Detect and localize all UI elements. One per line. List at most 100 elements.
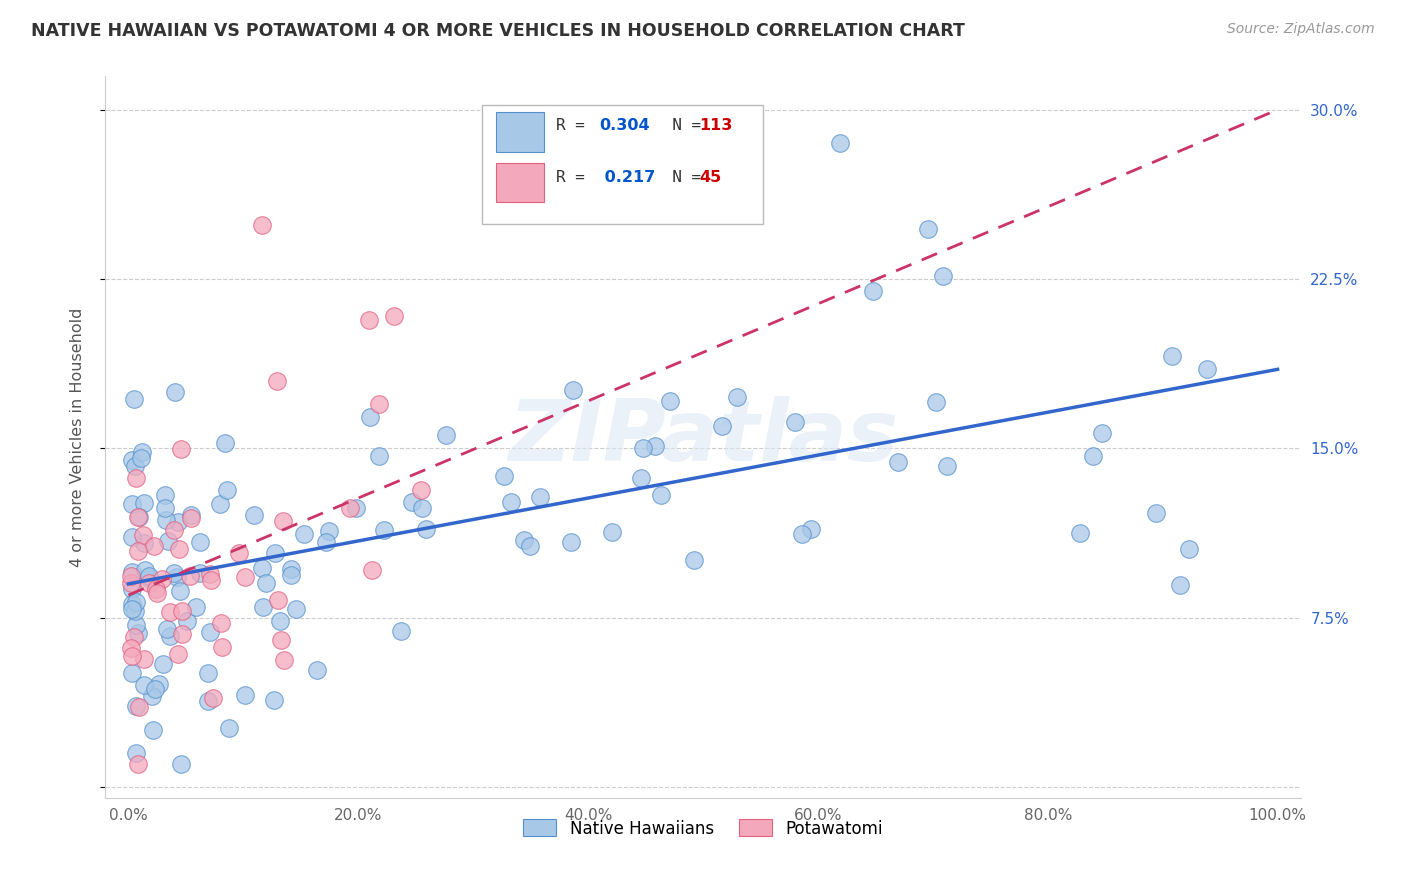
- Point: [122, 392, 145, 406]
- Point: [659, 394, 682, 409]
- Point: [121, 597, 143, 611]
- Point: [200, 566, 222, 581]
- Point: [936, 459, 959, 474]
- Point: [138, 569, 160, 583]
- Point: [200, 573, 222, 587]
- Point: [344, 501, 367, 516]
- Point: [131, 445, 153, 459]
- Point: [170, 442, 193, 456]
- Point: [169, 542, 191, 557]
- Point: [127, 757, 149, 772]
- Point: [273, 653, 295, 667]
- Point: [122, 630, 145, 644]
- Point: [132, 496, 155, 510]
- Point: [1144, 506, 1167, 520]
- Point: [561, 383, 583, 397]
- Point: [159, 605, 181, 619]
- Point: [620, 161, 643, 175]
- Point: [167, 647, 190, 661]
- Point: [166, 570, 188, 584]
- Point: [233, 688, 256, 702]
- Point: [150, 572, 173, 586]
- Point: [368, 450, 391, 464]
- Point: [917, 221, 939, 235]
- Point: [411, 483, 433, 497]
- Point: [1160, 349, 1182, 363]
- Point: [125, 699, 148, 714]
- Point: [188, 566, 211, 580]
- Point: [128, 510, 150, 524]
- Point: [124, 471, 146, 485]
- Point: [359, 313, 381, 327]
- Point: [560, 534, 582, 549]
- Point: [633, 441, 655, 455]
- Point: [382, 309, 405, 323]
- Point: [121, 602, 143, 616]
- Point: [828, 136, 851, 150]
- Point: [180, 511, 202, 525]
- Point: [725, 391, 748, 405]
- Point: [800, 522, 823, 536]
- Point: [127, 509, 149, 524]
- Point: [233, 570, 256, 584]
- Point: [145, 582, 167, 597]
- Point: [862, 284, 884, 298]
- Point: [1081, 450, 1104, 464]
- Point: [280, 562, 302, 576]
- Point: [172, 604, 194, 618]
- Point: [121, 453, 143, 467]
- Point: [134, 677, 156, 691]
- Point: [121, 530, 143, 544]
- Point: [284, 602, 307, 616]
- Text: 113: 113: [699, 118, 733, 133]
- Point: [200, 624, 222, 639]
- Point: [1069, 526, 1091, 541]
- Point: [153, 500, 176, 515]
- Text: R =: R =: [555, 118, 595, 133]
- Point: [121, 582, 143, 596]
- FancyBboxPatch shape: [482, 104, 762, 224]
- Point: [197, 666, 219, 681]
- Text: NATIVE HAWAIIAN VS POTAWATOMI 4 OR MORE VEHICLES IN HOUSEHOLD CORRELATION CHART: NATIVE HAWAIIAN VS POTAWATOMI 4 OR MORE …: [31, 22, 965, 40]
- Point: [159, 629, 181, 643]
- Point: [925, 395, 948, 409]
- Point: [1091, 426, 1114, 441]
- Point: [197, 694, 219, 708]
- Point: [359, 410, 381, 425]
- Point: [492, 469, 515, 483]
- Point: [121, 665, 143, 680]
- Point: [630, 471, 652, 485]
- Point: [1168, 578, 1191, 592]
- Point: [142, 723, 165, 738]
- Point: [270, 632, 292, 647]
- Point: [512, 533, 534, 547]
- Point: [401, 495, 423, 509]
- Point: [211, 640, 233, 655]
- Point: [785, 415, 807, 429]
- Point: [169, 584, 191, 599]
- Point: [519, 539, 541, 553]
- Point: [266, 592, 288, 607]
- Point: [148, 677, 170, 691]
- Point: [600, 525, 623, 540]
- Point: [145, 585, 167, 599]
- Text: ZIPatlas: ZIPatlas: [508, 395, 898, 479]
- Point: [367, 397, 389, 411]
- FancyBboxPatch shape: [496, 162, 544, 202]
- Point: [166, 515, 188, 529]
- Point: [138, 571, 160, 585]
- Legend: Native Hawaiians, Potawatomi: Native Hawaiians, Potawatomi: [516, 813, 890, 844]
- Point: [125, 746, 148, 760]
- Point: [280, 568, 302, 582]
- Point: [415, 523, 437, 537]
- Point: [134, 536, 156, 550]
- Point: [710, 418, 733, 433]
- Text: N =: N =: [652, 169, 710, 185]
- Point: [120, 569, 142, 583]
- Point: [155, 513, 177, 527]
- Text: 0.217: 0.217: [599, 169, 655, 185]
- Point: [434, 428, 457, 442]
- Point: [124, 458, 146, 473]
- Point: [254, 576, 277, 591]
- Point: [165, 384, 187, 399]
